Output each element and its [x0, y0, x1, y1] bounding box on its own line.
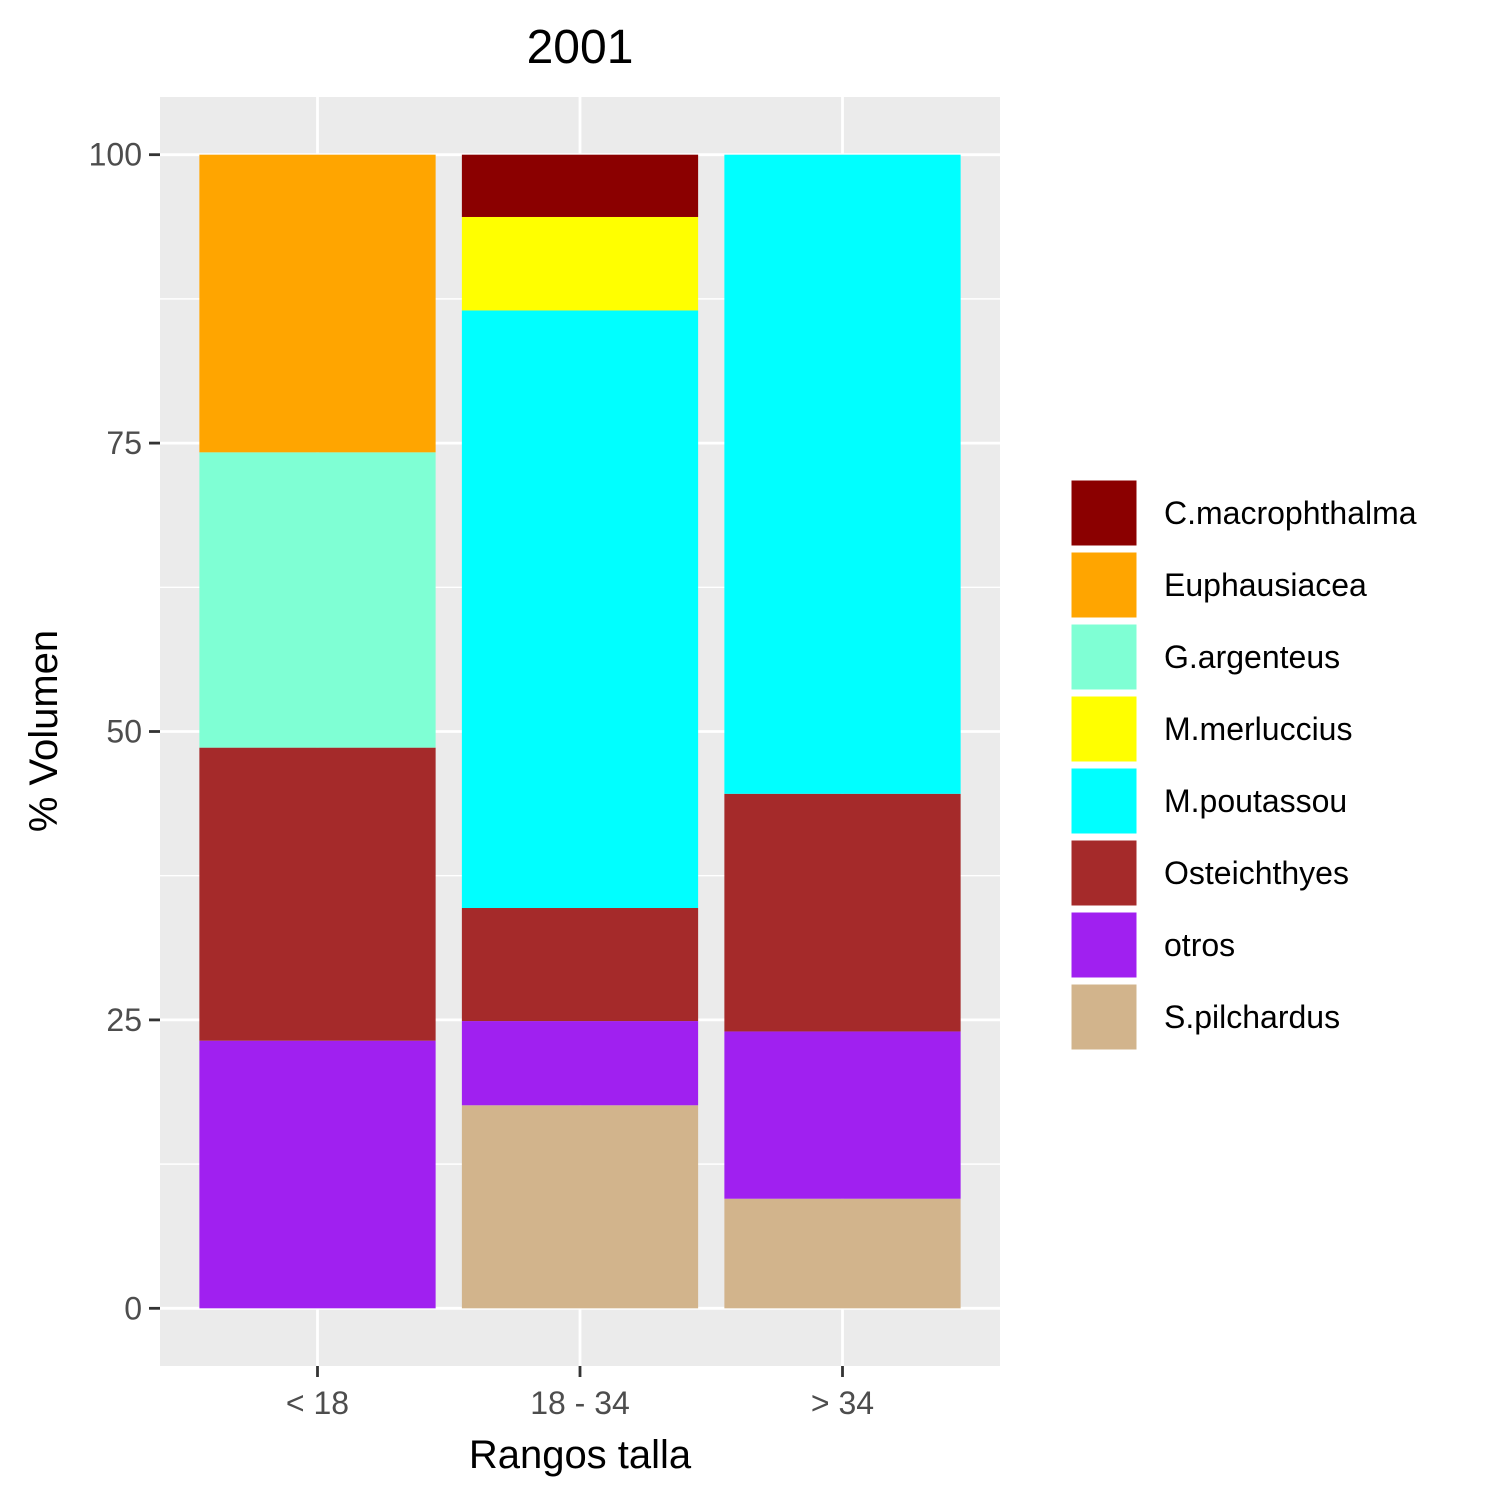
- legend-key: [1068, 549, 1140, 621]
- legend-label: Osteichthyes: [1164, 855, 1349, 891]
- legend-label: G.argenteus: [1164, 639, 1340, 675]
- bar-segment: [724, 1198, 961, 1309]
- bar-segment: [461, 216, 699, 311]
- legend-label: M.merluccius: [1164, 711, 1352, 747]
- x-tick-label: < 18: [286, 1385, 349, 1421]
- legend-key: [1068, 621, 1140, 693]
- bar-segment: [461, 1105, 699, 1309]
- x-tick-label: > 34: [811, 1385, 874, 1421]
- legend-key: [1068, 909, 1140, 981]
- chart-title: 2001: [527, 21, 634, 74]
- legend-key: [1068, 765, 1140, 837]
- legend-label: C.macrophthalma: [1164, 495, 1417, 531]
- legend-label: Euphausiacea: [1164, 567, 1367, 603]
- legend-label: M.poutassou: [1164, 783, 1347, 819]
- y-tick-label: 50: [106, 714, 142, 750]
- bar-segment: [199, 452, 436, 748]
- y-tick-label: 100: [89, 137, 142, 173]
- bar-segment: [461, 154, 699, 217]
- legend-label: S.pilchardus: [1164, 999, 1340, 1035]
- legend: C.macrophthalma Euphausiacea G.argenteus M.…: [1068, 477, 1417, 1053]
- x-axis-title: Rangos talla: [469, 1433, 692, 1477]
- bar-segment: [199, 1040, 436, 1309]
- bar-segment: [724, 793, 961, 1032]
- x-tick-label: 18 - 34: [530, 1385, 630, 1421]
- bar-segment: [461, 310, 699, 909]
- bars: [199, 154, 961, 1309]
- legend-key: [1068, 693, 1140, 765]
- bar-segment: [199, 154, 436, 453]
- legend-label: otros: [1164, 927, 1235, 963]
- bar-segment: [461, 908, 699, 1022]
- y-tick-label: 25: [106, 1002, 142, 1038]
- bar-segment: [199, 747, 436, 1041]
- axes: 0 25 50 75 100 < 18 18 - 34 > 34: [89, 137, 874, 1421]
- bar-segment: [724, 154, 961, 794]
- legend-key: [1068, 837, 1140, 909]
- bar-segment: [724, 1031, 961, 1199]
- y-axis-title: % Volumen: [22, 630, 66, 832]
- bar-segment: [461, 1021, 699, 1106]
- legend-key: [1068, 477, 1140, 549]
- y-tick-label: 0: [124, 1290, 142, 1326]
- legend-key: [1068, 981, 1140, 1053]
- y-tick-label: 75: [106, 425, 142, 461]
